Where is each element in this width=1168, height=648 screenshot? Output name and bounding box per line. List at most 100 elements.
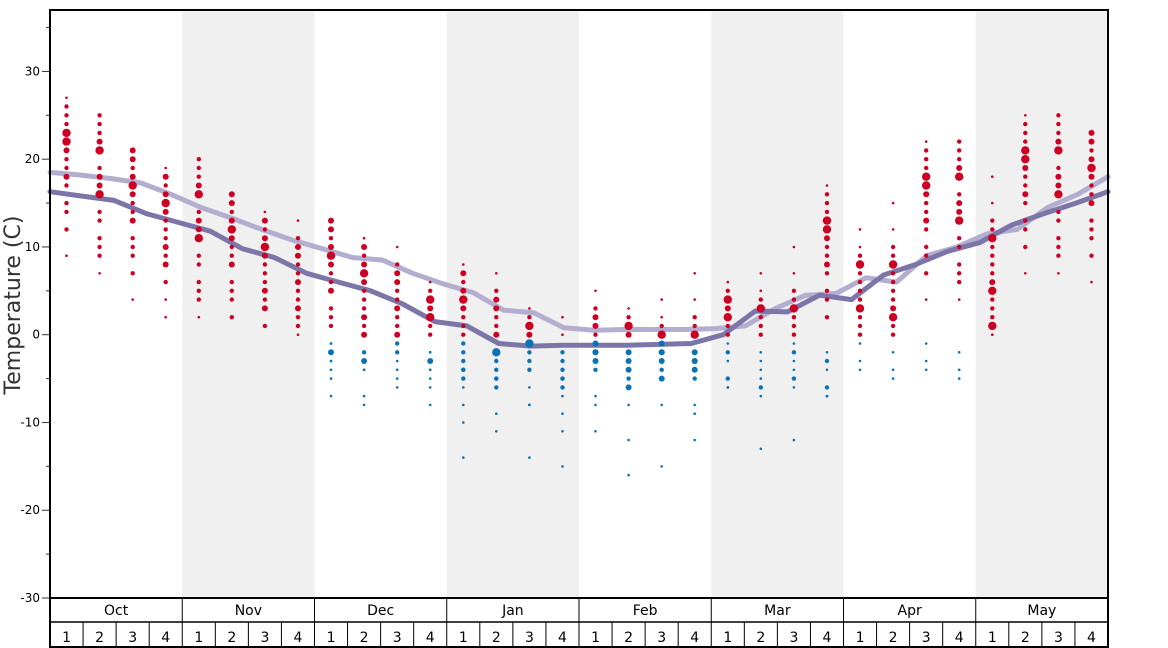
cold-temperature-dot	[791, 350, 797, 355]
cold-temperature-dot	[561, 394, 564, 398]
cold-temperature-dot	[592, 358, 599, 364]
warm-temperature-dot	[229, 244, 234, 250]
warm-temperature-dot	[62, 128, 71, 138]
warm-temperature-dot	[164, 166, 167, 170]
cold-temperature-dot	[592, 349, 599, 356]
warm-temperature-dot	[824, 200, 830, 206]
warm-temperature-dot	[990, 315, 995, 320]
cold-temperature-dot	[560, 350, 565, 355]
warm-temperature-dot	[194, 190, 203, 199]
y-tick-label: 20	[25, 152, 40, 166]
cold-temperature-dot	[658, 375, 665, 382]
y-tick-label: -20	[20, 503, 40, 517]
cold-temperature-dot	[560, 358, 565, 364]
warm-temperature-dot	[361, 306, 367, 311]
warm-temperature-dot	[824, 235, 830, 242]
warm-temperature-dot	[97, 253, 102, 258]
warm-temperature-dot	[758, 297, 763, 302]
warm-temperature-dot	[988, 286, 997, 295]
warm-temperature-dot	[97, 113, 102, 118]
warm-temperature-dot	[1056, 209, 1061, 215]
cold-temperature-dot	[492, 348, 501, 357]
cold-temperature-dot	[792, 386, 796, 389]
cold-temperature-dot	[494, 358, 499, 364]
warm-temperature-dot	[626, 315, 631, 320]
week-label: 4	[161, 630, 170, 646]
cold-temperature-dot	[824, 358, 830, 364]
warm-temperature-dot	[1023, 183, 1028, 188]
warm-temperature-dot	[261, 217, 268, 224]
mean-temperature-lines	[47, 169, 1111, 349]
warm-temperature-dot	[957, 244, 962, 250]
warm-temperature-dot	[1023, 244, 1028, 250]
warm-temperature-dot	[163, 218, 168, 223]
warm-temperature-dot	[857, 332, 863, 337]
warm-temperature-dot	[493, 296, 500, 303]
warm-temperature-dot	[361, 288, 367, 293]
warm-temperature-dot	[130, 253, 135, 258]
week-label: 1	[327, 630, 336, 646]
warm-temperature-dot	[261, 252, 268, 259]
warm-temperature-dot	[890, 297, 896, 302]
warm-temperature-dot	[890, 244, 896, 250]
warm-temperature-dot	[957, 157, 962, 162]
warm-temperature-dot	[96, 173, 103, 180]
warm-temperature-dot	[693, 298, 696, 301]
cold-temperature-dot	[495, 412, 498, 416]
warm-temperature-dot	[460, 270, 467, 277]
warm-temperature-dot	[890, 332, 896, 337]
cold-temperature-dot	[692, 350, 697, 355]
cold-temperature-dot	[759, 386, 763, 389]
week-label: 4	[955, 630, 964, 646]
warm-temperature-dot	[824, 297, 830, 302]
warm-temperature-dot	[295, 323, 301, 329]
y-tick-label: 10	[25, 240, 40, 254]
warm-temperature-dot	[161, 198, 170, 208]
cold-temperature-dot	[528, 456, 531, 459]
week-label: 2	[360, 630, 369, 646]
month-label: Oct	[104, 603, 129, 619]
warm-temperature-dot	[261, 235, 268, 242]
warm-temperature-dot	[857, 288, 863, 293]
warm-temperature-dot	[625, 331, 632, 338]
upper-temperature-line	[47, 169, 1111, 333]
warm-temperature-dot	[857, 315, 863, 320]
cold-temperature-dot	[759, 394, 763, 398]
warm-temperature-dot	[1089, 183, 1094, 188]
warm-temperature-dot	[326, 251, 336, 260]
week-label: 4	[426, 630, 435, 646]
warm-temperature-dot	[295, 297, 301, 302]
warm-temperature-dot	[1056, 236, 1061, 241]
warm-temperature-dot	[361, 279, 368, 286]
warm-temperature-dot	[857, 279, 863, 285]
warm-temperature-dot	[791, 332, 797, 337]
month-label: May	[1027, 603, 1056, 619]
warm-temperature-dot	[891, 201, 895, 205]
warm-temperature-dot	[1055, 173, 1062, 180]
cold-temperature-dot	[461, 341, 466, 346]
warm-temperature-dot	[924, 140, 928, 143]
warm-temperature-dot	[428, 288, 433, 293]
warm-temperature-dot	[924, 271, 929, 276]
warm-temperature-dot	[262, 227, 268, 232]
week-label: 3	[1054, 630, 1063, 646]
month-label: Dec	[367, 603, 394, 619]
warm-temperature-dot	[725, 332, 730, 337]
warm-temperature-dot	[890, 253, 896, 258]
cold-temperature-dot	[891, 377, 895, 380]
warm-temperature-dot	[428, 332, 433, 337]
warm-temperature-dot	[991, 201, 994, 205]
plot-frame	[49, 9, 1109, 599]
warm-temperature-dot	[494, 315, 499, 320]
warm-temperature-dot	[461, 315, 466, 320]
warm-temperature-dot	[228, 200, 235, 207]
cold-temperature-dot	[527, 358, 532, 364]
warm-temperature-dot	[955, 172, 964, 181]
warm-temperature-dot	[1090, 280, 1093, 284]
warm-temperature-dot	[295, 236, 301, 241]
cold-temperature-dot	[825, 351, 829, 354]
warm-temperature-dot	[924, 298, 928, 301]
warm-temperature-dot	[164, 298, 167, 301]
warm-temperature-dot	[328, 217, 334, 224]
week-label: 1	[723, 630, 732, 646]
